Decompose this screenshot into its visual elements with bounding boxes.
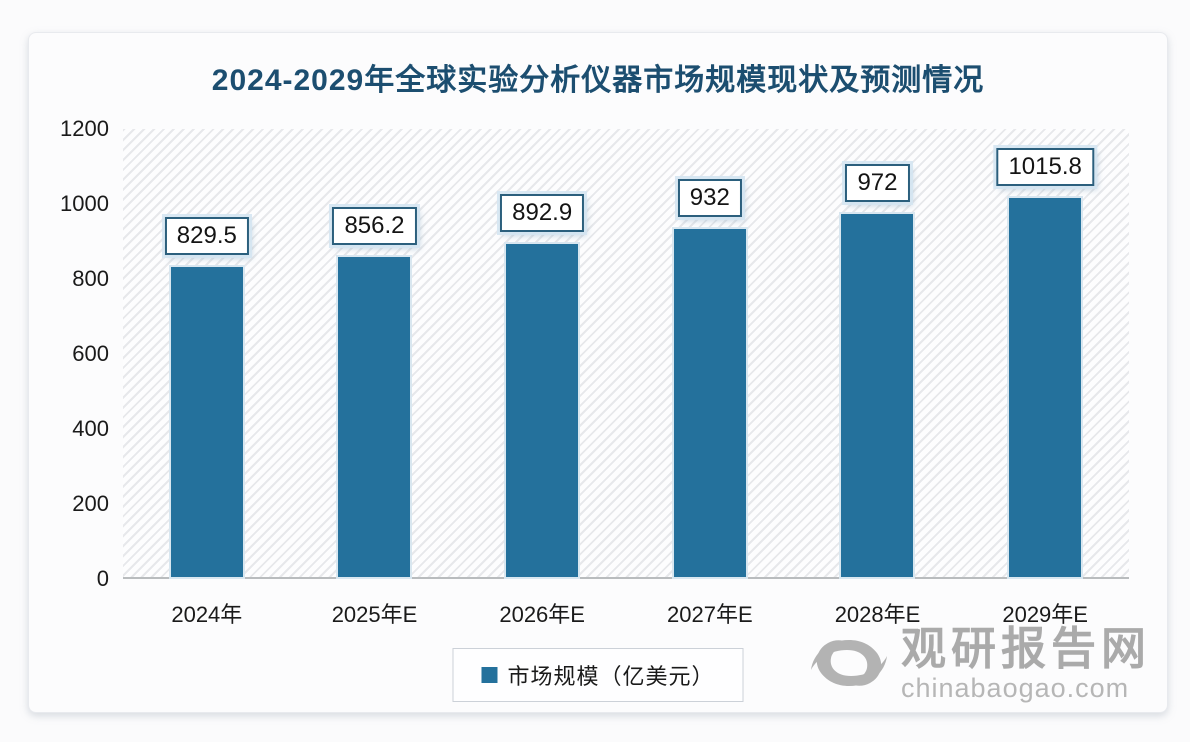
y-tick-label-200: 200	[72, 491, 109, 516]
value-label-2026年E: 892.9	[500, 193, 585, 232]
bar-slot-2027年E: 932	[626, 129, 794, 577]
value-label-2027年E: 932	[677, 179, 742, 218]
watermark-domain: chinabaogao.com	[900, 673, 1130, 703]
x-tick-label-2025年E: 2025年E	[331, 602, 418, 627]
y-tick-label-1000: 1000	[60, 190, 109, 216]
watermark-brand: 观研报告网	[900, 623, 1151, 674]
value-label-2024年: 829.5	[164, 217, 249, 256]
value-label-2025年E: 856.2	[332, 207, 417, 246]
x-tick-label-2026年E: 2026年E	[499, 602, 585, 627]
y-tick-label-800: 800	[72, 265, 109, 291]
bar-2029年E	[1009, 197, 1082, 577]
bar-2025年E	[338, 257, 411, 577]
plot-area: 829.5 856.2 892.9 932 972 1015.8	[123, 129, 1129, 579]
bar-2027年E	[673, 229, 746, 577]
watermark-swirl-logo-icon	[803, 632, 895, 699]
y-tick-label-600: 600	[72, 341, 109, 366]
legend: 市场规模（亿美元）	[452, 648, 744, 702]
y-tick-label-400: 400	[72, 415, 109, 441]
bar-2026年E	[506, 243, 579, 577]
chart-card: 2024-2029年全球实验分析仪器市场规模现状及预测情况 0 200 400 600…	[28, 32, 1168, 713]
x-tick-label-2029年E: 2029年E	[1002, 602, 1088, 627]
value-label-2028年E: 972	[845, 164, 910, 203]
chart-title: 2024-2029年全球实验分析仪器市场规模现状及预测情况	[211, 64, 985, 97]
x-axis: 2024年 2025年E 2026年E 2027年E 2028年E 2029年E	[123, 597, 1129, 631]
watermark-text: 观研报告网 chinabaogao.com	[901, 626, 1151, 704]
bar-slot-2029年E: 1015.8	[961, 129, 1129, 577]
y-tick-label-1200: 1200	[60, 116, 109, 141]
bar-slot-2024年: 829.5	[123, 129, 291, 577]
y-axis: 0 200 400 600 800 1000 1200	[29, 116, 109, 591]
bar-slot-2028年E: 972	[794, 129, 962, 577]
watermark: 观研报告网 chinabaogao.com	[803, 626, 1151, 704]
x-tick-label-2028年E: 2028年E	[834, 602, 921, 627]
bar-slot-2025年E: 856.2	[291, 129, 459, 577]
x-tick-label-2024年: 2024年	[171, 602, 243, 627]
bar-2028年E	[841, 214, 914, 577]
bar-2024年	[170, 267, 243, 577]
legend-marker-square	[481, 667, 498, 683]
x-tick-label-2027年E: 2027年E	[667, 602, 753, 627]
legend-label: 市场规模（亿美元）	[507, 664, 715, 689]
value-label-2029年E: 1015.8	[996, 147, 1094, 186]
y-tick-label-0: 0	[96, 566, 109, 591]
bar-slot-2026年E: 892.9	[458, 129, 626, 577]
